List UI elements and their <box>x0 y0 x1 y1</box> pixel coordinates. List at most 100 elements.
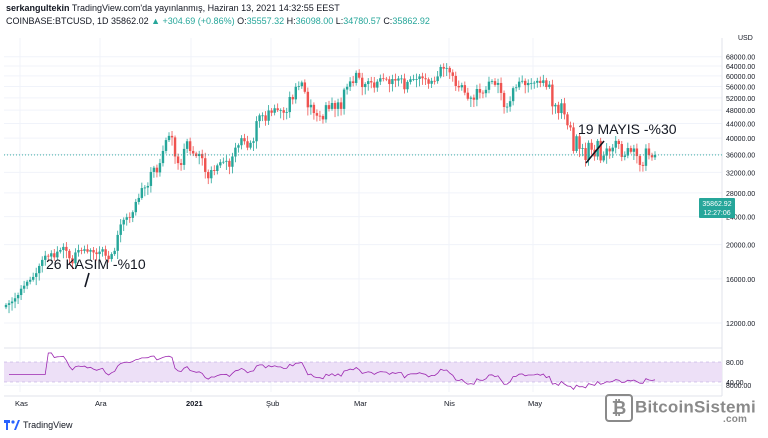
candle-body <box>225 160 228 162</box>
time-axis[interactable]: Kas Ara 2021 Şub Mar Nis May <box>15 399 542 408</box>
candle-body <box>13 298 17 302</box>
annotation-may: 19 MAYIS -%30 <box>578 121 677 164</box>
candle-body <box>472 97 476 100</box>
open-value: 35557.32 <box>246 16 285 26</box>
candle-body <box>575 136 578 151</box>
candle-body <box>364 84 367 88</box>
candle-body <box>22 285 26 289</box>
candle-body <box>179 163 183 165</box>
price-tick-label: 24000.00 <box>726 215 755 222</box>
rsi-tick-label: 80.00 <box>726 360 744 367</box>
grid-lines <box>4 38 723 397</box>
candle-body <box>185 141 189 149</box>
candle-body <box>201 153 204 159</box>
candle-body <box>397 78 400 81</box>
candle-body <box>451 72 454 76</box>
candle-body <box>427 79 430 84</box>
candle-body <box>327 105 331 109</box>
candle-body <box>629 148 633 152</box>
candle-body <box>520 80 524 82</box>
candle-body <box>216 165 219 171</box>
candle-body <box>309 104 313 108</box>
price-tick-label: 20000.00 <box>726 243 755 250</box>
candle-body <box>617 140 620 145</box>
candle-body <box>83 249 86 251</box>
candle-body <box>228 160 231 167</box>
candle-body <box>345 86 349 90</box>
candle-body <box>25 281 29 286</box>
candle-body <box>44 255 47 260</box>
price-tag-price: 35862.92 <box>702 201 731 208</box>
candle-body <box>439 66 442 77</box>
candle-body <box>533 82 536 84</box>
price-tick-label: 52000.00 <box>726 96 755 103</box>
candle-body <box>391 79 394 85</box>
watermark-suffix: .com <box>723 414 748 425</box>
candle-body <box>581 148 584 149</box>
candle-body <box>53 253 56 258</box>
candle-body <box>77 250 80 253</box>
candle-body <box>626 148 630 156</box>
candle-body <box>19 288 23 296</box>
candle-body <box>80 250 83 251</box>
candle-body <box>599 140 602 161</box>
annotation-nov-text: 26 KASIM -%10 <box>46 256 146 272</box>
candle-body <box>89 250 92 252</box>
candle-body <box>493 81 497 85</box>
candle-body <box>119 224 122 235</box>
candle-body <box>170 135 174 138</box>
candle-body <box>457 85 460 88</box>
author-name[interactable]: serkangultekin <box>6 3 70 13</box>
candle-body <box>563 103 566 115</box>
candle-body <box>128 217 131 219</box>
candle-body <box>641 164 645 166</box>
candle-body <box>587 142 590 160</box>
price-tick-label: 12000.00 <box>726 321 755 328</box>
candle-body <box>246 141 249 148</box>
candle-body <box>632 148 636 152</box>
candle-body <box>357 72 361 78</box>
candle-body <box>342 89 346 109</box>
high-value: 36098.00 <box>295 16 334 26</box>
tradingview-brand[interactable]: TradingView <box>4 420 73 430</box>
candle-body <box>445 67 448 69</box>
candle-body <box>270 110 273 113</box>
candle-body <box>321 116 325 120</box>
candle-body <box>324 105 328 120</box>
candle-body <box>566 114 569 126</box>
candle-body <box>146 185 150 188</box>
candle-body <box>288 96 291 113</box>
candle-body <box>418 76 421 80</box>
candle-body <box>134 201 138 213</box>
candle-body <box>430 80 433 84</box>
candle-body <box>620 144 624 157</box>
candle-body <box>74 252 77 264</box>
candle-body <box>469 97 473 99</box>
price-axis[interactable]: 68000.00 64000.00 60000.00 56000.00 52000.00… <box>726 55 755 391</box>
candle-body <box>517 81 521 88</box>
candle-body <box>578 136 581 149</box>
time-tick-label: 2021 <box>186 399 203 408</box>
candle-body <box>584 148 587 160</box>
candle-body <box>222 161 225 163</box>
time-tick-label: Mar <box>354 399 367 408</box>
candle-body <box>569 125 572 128</box>
candle-body <box>231 156 234 167</box>
candle-body <box>282 110 285 113</box>
candle-body <box>65 246 68 251</box>
candle-body <box>7 303 11 305</box>
candlestick-series <box>4 63 722 314</box>
tradingview-label: TradingView <box>23 420 73 430</box>
candle-body <box>650 155 654 158</box>
candle-body <box>572 127 575 151</box>
candle-body <box>191 150 195 154</box>
candle-body <box>511 88 515 102</box>
candle-body <box>155 167 159 173</box>
annotation-may-text: 19 MAYIS -%30 <box>578 121 677 137</box>
candle-body <box>336 102 340 109</box>
candle-body <box>131 212 134 218</box>
last-price: 35862.02 <box>111 16 149 26</box>
candle-body <box>351 81 355 83</box>
symbol-label[interactable]: COINBASE:BTCUSD, 1D <box>6 16 109 26</box>
